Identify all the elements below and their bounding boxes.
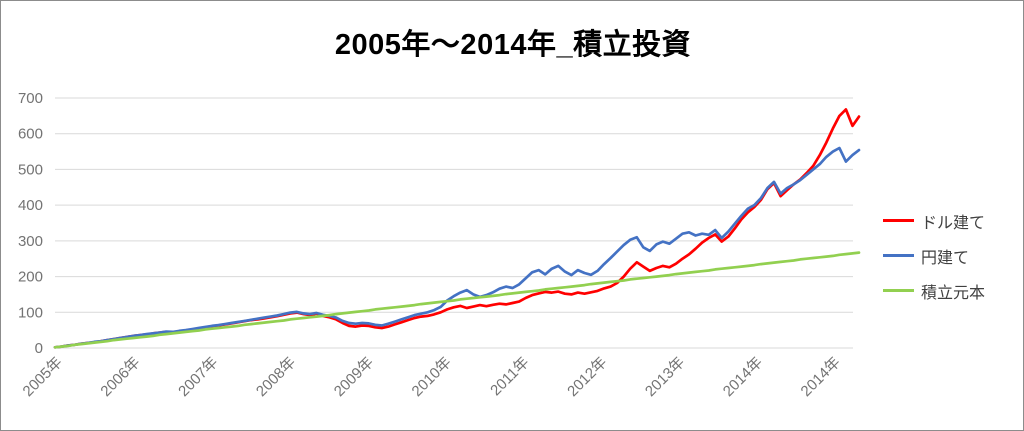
legend-label-principal: 積立元本	[921, 284, 986, 302]
x-tick-label-3: 2008年	[253, 354, 299, 400]
y-tick-label-300: 300	[18, 233, 43, 250]
series-line-2[interactable]	[53, 251, 861, 349]
x-tick-label-2: 2007年	[175, 354, 221, 400]
legend-item-dollar[interactable]: ドル建て	[883, 203, 985, 238]
x-tick-label-5: 2010年	[409, 354, 455, 400]
series-line-1[interactable]	[53, 146, 861, 349]
x-tick-label-10: 2014年	[798, 354, 844, 400]
y-tick-label-400: 400	[18, 197, 43, 214]
legend-item-yen[interactable]: 円建て	[883, 238, 985, 273]
y-tick-label-100: 100	[18, 304, 43, 321]
legend: ドル建て 円建て 積立元本	[883, 203, 985, 308]
y-tick-label-200: 200	[18, 269, 43, 286]
y-tick-label-600: 600	[18, 126, 43, 143]
x-tick-label-8: 2013年	[642, 354, 688, 400]
legend-item-principal[interactable]: 積立元本	[883, 273, 985, 308]
x-tick-label-7: 2012年	[564, 354, 610, 400]
y-tick-label-0: 0	[35, 340, 43, 357]
legend-swatch-yen-line	[883, 254, 914, 257]
legend-label-yen: 円建て	[921, 249, 970, 267]
y-tick-label-500: 500	[18, 161, 43, 178]
chart-title: 2005年～2014年_積立投資	[334, 29, 692, 61]
y-tick-label-700: 700	[18, 90, 43, 107]
x-tick-label-0: 2005年	[20, 354, 66, 400]
legend-label-dollar: ドル建て	[921, 214, 986, 232]
x-tick-label-9: 2014年	[720, 354, 766, 400]
legend-swatch-principal-line	[883, 289, 914, 292]
x-tick-label-4: 2009年	[331, 354, 377, 400]
legend-swatch-dollar-line	[883, 219, 914, 222]
x-tick-label-6: 2011年	[487, 354, 532, 399]
series-line-0[interactable]	[53, 108, 861, 349]
x-tick-label-1: 2006年	[97, 354, 143, 400]
